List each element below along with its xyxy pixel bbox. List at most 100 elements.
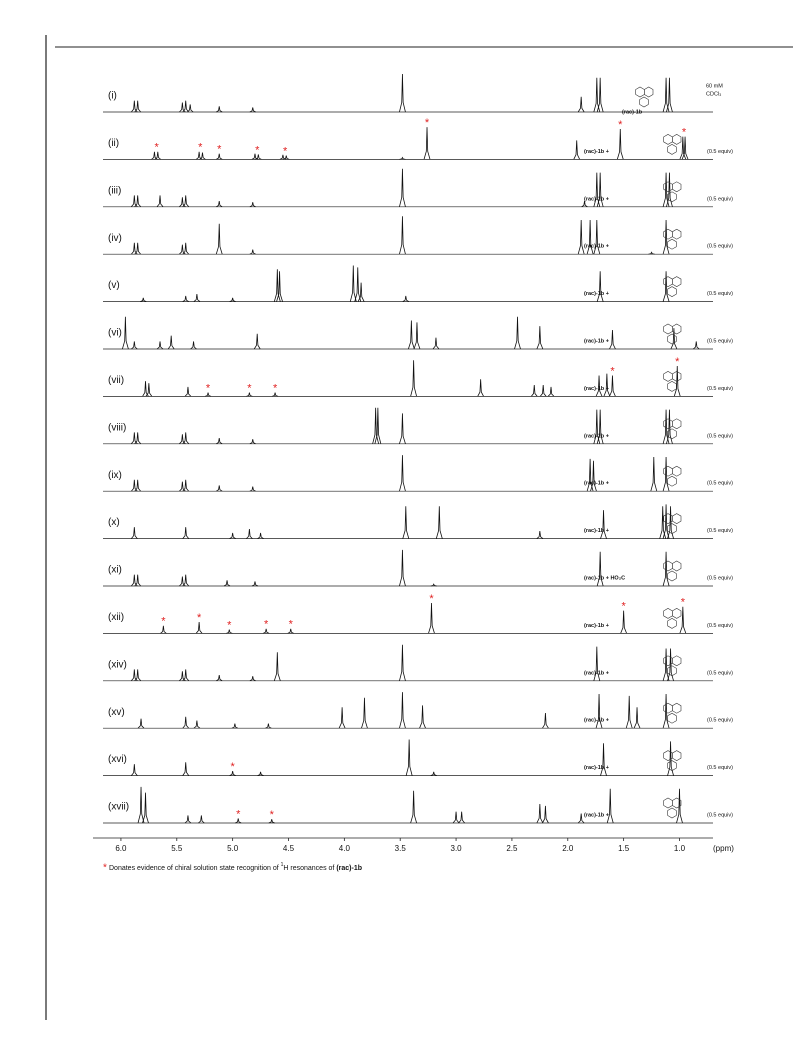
- note-label: CDCl₃: [706, 91, 721, 97]
- peak: [595, 693, 603, 729]
- peak: [539, 384, 547, 397]
- peak: [229, 532, 236, 539]
- peak: [231, 723, 239, 729]
- peak: [145, 383, 153, 397]
- reagent-label: (rac)-1b +: [584, 718, 609, 724]
- peak: [134, 669, 141, 682]
- structure-glyph: [663, 797, 682, 819]
- spectrum-label: (xii): [108, 612, 124, 623]
- axis-unit: (ppm): [713, 844, 734, 853]
- peak: [276, 271, 283, 302]
- peak: [134, 242, 141, 255]
- peak: [249, 439, 256, 445]
- peak: [193, 293, 201, 302]
- peak: [223, 580, 231, 587]
- peak: [616, 128, 624, 160]
- peak: [435, 506, 443, 539]
- recognition-star: *: [273, 383, 278, 395]
- amount-label: (0.5 equiv): [707, 670, 733, 676]
- peak: [216, 106, 223, 113]
- peak: [190, 341, 197, 350]
- peak: [606, 788, 614, 824]
- peak: [593, 646, 601, 681]
- peak: [338, 707, 346, 729]
- peak: [249, 249, 256, 255]
- spectrum-label: (xvi): [108, 754, 127, 765]
- peak: [184, 386, 192, 397]
- peak: [134, 574, 141, 587]
- peak: [530, 384, 538, 397]
- peak: [536, 530, 544, 539]
- peak: [593, 172, 601, 207]
- amount-label: (0.5 equiv): [707, 386, 733, 392]
- spectrum-label: (iv): [108, 233, 122, 244]
- peak: [182, 242, 190, 255]
- peak: [156, 341, 164, 350]
- tick-label: 1.5: [618, 844, 630, 853]
- peak: [648, 251, 655, 255]
- recognition-star: *: [289, 619, 294, 631]
- peak: [577, 219, 585, 255]
- peak: [283, 155, 290, 160]
- peak: [249, 676, 256, 682]
- reagent-label: (rac)-1b +: [584, 196, 609, 202]
- peak: [137, 786, 145, 824]
- tick-label: 5.0: [227, 844, 239, 853]
- spectrum-label: (i): [108, 91, 117, 102]
- structure-glyph: [663, 418, 682, 440]
- peak: [122, 316, 129, 350]
- structure-glyph: [663, 228, 682, 250]
- spectrum-label: (xi): [108, 565, 122, 576]
- peak: [662, 172, 670, 207]
- peak: [432, 337, 440, 350]
- tick-label: 3.5: [395, 844, 407, 853]
- peak: [179, 576, 186, 587]
- amount-label: (0.5 equiv): [707, 812, 733, 818]
- peak: [662, 693, 670, 729]
- peak: [167, 335, 175, 350]
- amount-label: (0.5 equiv): [707, 196, 733, 202]
- peak: [131, 764, 138, 776]
- peak: [679, 136, 687, 160]
- peak: [179, 102, 186, 113]
- peak: [249, 202, 256, 208]
- peak: [273, 269, 281, 302]
- amount-label: (0.5 equiv): [707, 481, 733, 487]
- peak: [399, 549, 406, 587]
- peak: [399, 644, 406, 681]
- structure-glyph: [663, 134, 682, 155]
- peak: [593, 77, 601, 113]
- peak: [154, 151, 162, 160]
- peak: [354, 267, 362, 302]
- structure-glyph: [663, 276, 682, 297]
- peak: [257, 532, 264, 539]
- recognition-star: *: [155, 142, 160, 154]
- peak: [407, 320, 415, 350]
- peak: [361, 697, 368, 729]
- peak: [226, 629, 233, 634]
- peak: [216, 153, 223, 160]
- reagent-label: (rac)-1b +: [584, 386, 609, 392]
- tick-label: 3.0: [451, 844, 463, 853]
- peak: [679, 606, 687, 634]
- peak: [399, 216, 406, 255]
- peak: [692, 341, 700, 350]
- peak: [204, 392, 212, 397]
- structure-glyph: [663, 513, 682, 534]
- peak: [514, 316, 521, 350]
- peak: [229, 770, 236, 776]
- peak: [182, 527, 190, 539]
- peak: [676, 788, 683, 824]
- peak: [670, 328, 678, 350]
- reagent-label: (rac)-1b +: [584, 149, 609, 155]
- peak: [182, 295, 189, 302]
- peak: [405, 739, 413, 776]
- peak: [193, 720, 201, 729]
- peak: [142, 792, 149, 824]
- amount-label: (0.5 equiv): [707, 149, 733, 155]
- peak: [593, 219, 601, 255]
- amount-label: (0.5 equiv): [707, 528, 733, 534]
- peak: [596, 172, 604, 207]
- amount-label: (0.5 equiv): [707, 623, 733, 629]
- peak: [399, 692, 406, 729]
